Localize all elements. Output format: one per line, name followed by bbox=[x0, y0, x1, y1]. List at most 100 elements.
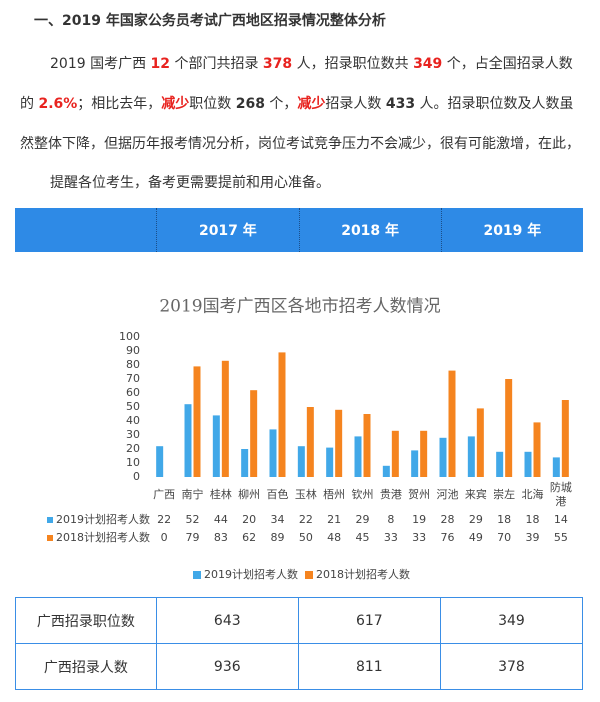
data-table-value: 76 bbox=[441, 531, 455, 544]
data-table-value: 28 bbox=[441, 513, 455, 526]
bar bbox=[297, 446, 305, 477]
legend-label: 2018计划招考人数 bbox=[316, 567, 410, 581]
table-cell: 广西招录职位数 bbox=[15, 597, 157, 644]
data-table-value: 55 bbox=[554, 531, 568, 544]
bar bbox=[269, 429, 277, 477]
bar bbox=[448, 370, 456, 477]
text-segment: 人。招录职位数及人数虽然整体下降，但据历年报考情况分析，岗位考试竞争压力不会减少… bbox=[20, 96, 580, 152]
x-tick-label: 钦州 bbox=[352, 488, 374, 501]
text-segment: ；相比去年， bbox=[77, 96, 162, 112]
text-segment: 349 bbox=[413, 56, 443, 72]
legend-swatch bbox=[193, 571, 201, 579]
data-table-value: 33 bbox=[384, 531, 398, 544]
bar bbox=[250, 390, 258, 477]
data-table-value: 34 bbox=[271, 513, 285, 526]
legend-label: 2018计划招考人数 bbox=[56, 530, 150, 544]
chart-title: 2019国考广西区各地市招考人数情况 bbox=[159, 297, 440, 317]
data-table-value: 20 bbox=[242, 513, 256, 526]
text-segment: 2.6% bbox=[38, 96, 78, 112]
x-tick-label: 柳州 bbox=[238, 487, 260, 501]
data-table-value: 8 bbox=[387, 513, 394, 526]
text-segment: 433 bbox=[385, 96, 416, 112]
bar bbox=[241, 449, 249, 477]
bar bbox=[476, 408, 484, 477]
x-tick-label: 河池 bbox=[437, 488, 459, 501]
y-tick-label: 0 bbox=[133, 470, 140, 483]
table-row: 广西招录职位数 643 617 349 bbox=[15, 597, 584, 644]
bar bbox=[184, 404, 192, 477]
x-tick-label: 防城港 bbox=[550, 480, 572, 508]
x-tick-label: 崇左 bbox=[493, 488, 515, 501]
bar bbox=[278, 352, 286, 477]
data-table-value: 22 bbox=[157, 513, 171, 526]
x-tick-label: 玉林 bbox=[295, 487, 317, 501]
bar bbox=[156, 446, 164, 477]
bar bbox=[524, 451, 532, 477]
table-cell: 936 bbox=[155, 643, 299, 690]
legend-swatch bbox=[47, 535, 53, 541]
bar bbox=[439, 437, 447, 477]
data-table-value: 44 bbox=[214, 513, 228, 526]
bar bbox=[533, 422, 541, 477]
bar bbox=[306, 407, 314, 477]
data-table-value: 49 bbox=[469, 531, 483, 544]
table-row: 广西招录人数 936 811 378 bbox=[15, 643, 584, 690]
data-table-value: 89 bbox=[271, 531, 285, 544]
legend-swatch bbox=[305, 571, 313, 579]
x-tick-label: 南宁 bbox=[182, 487, 204, 501]
data-table-value: 83 bbox=[214, 531, 228, 544]
paragraph: 2019 国考广西 12 个部门共招录 378 人，招录职位数共 349 个，占… bbox=[20, 44, 580, 164]
y-tick-label: 70 bbox=[126, 372, 140, 385]
summary-table: 广西招录职位数 643 617 349 广西招录人数 936 811 378 bbox=[15, 597, 584, 690]
data-table-value: 21 bbox=[327, 513, 341, 526]
data-table-value: 48 bbox=[327, 531, 341, 544]
text-segment: 人，招录职位数共 bbox=[292, 56, 414, 72]
text-segment: 个，占全国招录人数的 bbox=[20, 56, 573, 112]
data-table-value: 79 bbox=[186, 531, 200, 544]
data-table-value: 14 bbox=[554, 513, 568, 526]
text-segment: 个， bbox=[264, 96, 298, 112]
y-tick-label: 100 bbox=[119, 330, 140, 343]
bar bbox=[411, 450, 419, 477]
table-cell: 378 bbox=[439, 643, 584, 690]
bar bbox=[193, 366, 201, 477]
data-table-value: 29 bbox=[469, 513, 483, 526]
header-cell: 2017 年 bbox=[156, 208, 298, 252]
y-tick-label: 20 bbox=[126, 442, 140, 455]
bar bbox=[496, 451, 504, 477]
data-table-value: 29 bbox=[356, 513, 370, 526]
data-table-value: 33 bbox=[412, 531, 426, 544]
y-tick-label: 80 bbox=[126, 358, 140, 371]
text-segment: 2019 国考广西 bbox=[50, 56, 151, 72]
x-tick-label: 北海 bbox=[522, 487, 544, 501]
x-tick-label: 桂林 bbox=[210, 487, 232, 501]
year-header: 2017 年 2018 年 2019 年 bbox=[15, 208, 583, 252]
table-cell: 617 bbox=[297, 597, 441, 644]
data-table-value: 70 bbox=[497, 531, 511, 544]
bar bbox=[561, 400, 569, 477]
data-table-value: 18 bbox=[497, 513, 511, 526]
bar bbox=[420, 430, 428, 477]
chart: 2019国考广西区各地市招考人数情况 010203040506070809010… bbox=[47, 297, 572, 581]
bar bbox=[382, 465, 390, 477]
y-tick-label: 10 bbox=[126, 456, 140, 469]
text-segment: 减少 bbox=[297, 96, 326, 112]
x-tick-label: 贵港 bbox=[380, 488, 402, 501]
table-cell: 349 bbox=[439, 597, 584, 644]
legend-label: 2019计划招考人数 bbox=[204, 567, 298, 581]
data-table-value: 45 bbox=[356, 531, 370, 544]
x-tick-label: 百色 bbox=[267, 487, 289, 501]
y-tick-label: 60 bbox=[126, 386, 140, 399]
header-cell: 2018 年 bbox=[298, 208, 441, 252]
bar bbox=[212, 415, 220, 477]
text-segment: 减少 bbox=[161, 96, 190, 112]
table-cell: 643 bbox=[155, 597, 299, 644]
x-tick-label: 广西 bbox=[153, 488, 175, 501]
data-table-value: 22 bbox=[299, 513, 313, 526]
table-cell: 811 bbox=[297, 643, 441, 690]
data-table-value: 18 bbox=[526, 513, 540, 526]
bar bbox=[221, 360, 229, 477]
x-tick-label: 来宾 bbox=[465, 487, 487, 501]
legend-swatch bbox=[47, 517, 53, 523]
